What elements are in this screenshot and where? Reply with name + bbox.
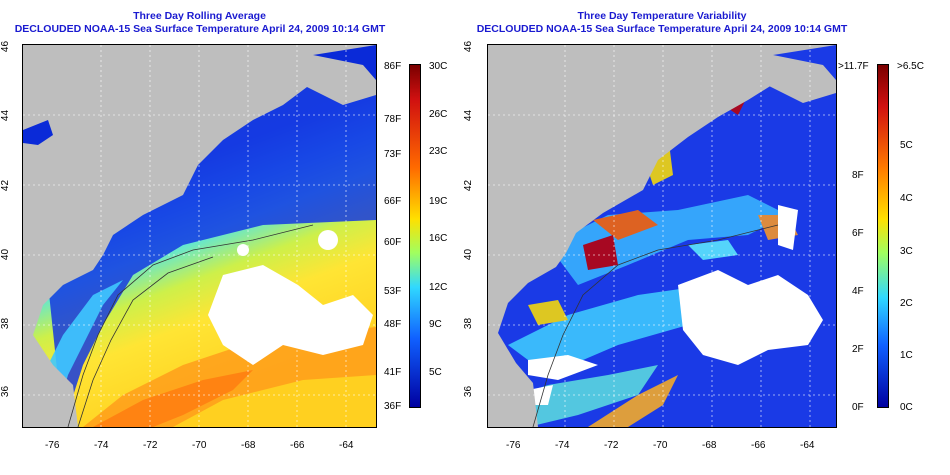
colorbar-label-f: 66F (384, 196, 402, 207)
var-colorbar-label-f: 6F (852, 228, 864, 239)
left-x-tick: -74 (94, 440, 109, 451)
sst-variability-map[interactable] (487, 44, 837, 428)
left-y-tick: 42 (0, 179, 12, 192)
var-colorbar-label-c: 4C (900, 193, 913, 204)
colorbar-label-f: 78F (384, 114, 402, 125)
right-title-line1: Three Day Temperature Variability (577, 10, 747, 22)
left-x-tick: -68 (241, 440, 256, 451)
colorbar-label-c: 30C (429, 61, 448, 72)
var-colorbar-label-f: >11.7F (838, 61, 869, 72)
colorbar-label-f: 86F (384, 61, 402, 72)
colorbar-label-c: 19C (429, 196, 448, 207)
right-y-tick: 38 (463, 317, 475, 330)
left-x-tick: -72 (143, 440, 158, 451)
var-colorbar-label-c: >6.5C (897, 61, 924, 72)
right-y-tick: 42 (463, 179, 475, 192)
right-y-tick: 40 (463, 248, 475, 261)
var-colorbar-label-f: 0F (852, 402, 864, 413)
left-x-tick: -64 (339, 440, 354, 451)
right-y-tick: 46 (463, 40, 475, 53)
right-x-tick: -70 (653, 440, 668, 451)
left-x-tick: -70 (192, 440, 207, 451)
colorbar-label-f: 48F (384, 319, 402, 330)
sst-variability-map-graphic (488, 45, 836, 427)
right-x-tick: -66 (751, 440, 766, 451)
right-x-tick: -68 (702, 440, 717, 451)
sst-average-map[interactable] (22, 44, 377, 428)
right-x-tick: -76 (506, 440, 521, 451)
left-title-line2: DECLOUDED NOAA-15 Sea Surface Temperatur… (14, 23, 386, 35)
colorbar-label-c: 16C (429, 233, 448, 244)
left-y-tick: 38 (0, 317, 12, 330)
left-y-tick: 46 (0, 40, 12, 53)
variability-colorbar (877, 64, 889, 408)
right-x-tick: -74 (555, 440, 570, 451)
temperature-colorbar (409, 64, 421, 408)
colorbar-label-f: 53F (384, 286, 402, 297)
var-colorbar-label-f: 2F (852, 344, 864, 355)
colorbar-label-c: 26C (429, 109, 448, 120)
right-title-line2: DECLOUDED NOAA-15 Sea Surface Temperatur… (476, 23, 848, 35)
colorbar-label-f: 41F (384, 367, 402, 378)
colorbar-label-c: 23C (429, 146, 448, 157)
var-colorbar-label-c: 2C (900, 298, 913, 309)
var-colorbar-label-f: 4F (852, 286, 864, 297)
colorbar-label-f: 60F (384, 237, 402, 248)
right-x-tick: -72 (604, 440, 619, 451)
right-y-tick: 44 (463, 109, 475, 122)
left-y-tick: 44 (0, 109, 12, 122)
sst-average-map-graphic (23, 45, 376, 427)
left-x-tick: -76 (45, 440, 60, 451)
left-y-tick: 40 (0, 248, 12, 261)
var-colorbar-label-c: 3C (900, 246, 913, 257)
right-y-tick: 36 (463, 385, 475, 398)
colorbar-label-c: 12C (429, 282, 448, 293)
colorbar-label-f: 73F (384, 149, 402, 160)
colorbar-label-c: 9C (429, 319, 442, 330)
var-colorbar-label-c: 5C (900, 140, 913, 151)
var-colorbar-label-f: 8F (852, 170, 864, 181)
var-colorbar-label-c: 0C (900, 402, 913, 413)
left-y-tick: 36 (0, 385, 12, 398)
left-x-tick: -66 (290, 440, 305, 451)
var-colorbar-label-c: 1C (900, 350, 913, 361)
colorbar-label-f: 36F (384, 401, 402, 412)
colorbar-label-c: 5C (429, 367, 442, 378)
right-x-tick: -64 (800, 440, 815, 451)
left-title-line1: Three Day Rolling Average (133, 10, 266, 22)
